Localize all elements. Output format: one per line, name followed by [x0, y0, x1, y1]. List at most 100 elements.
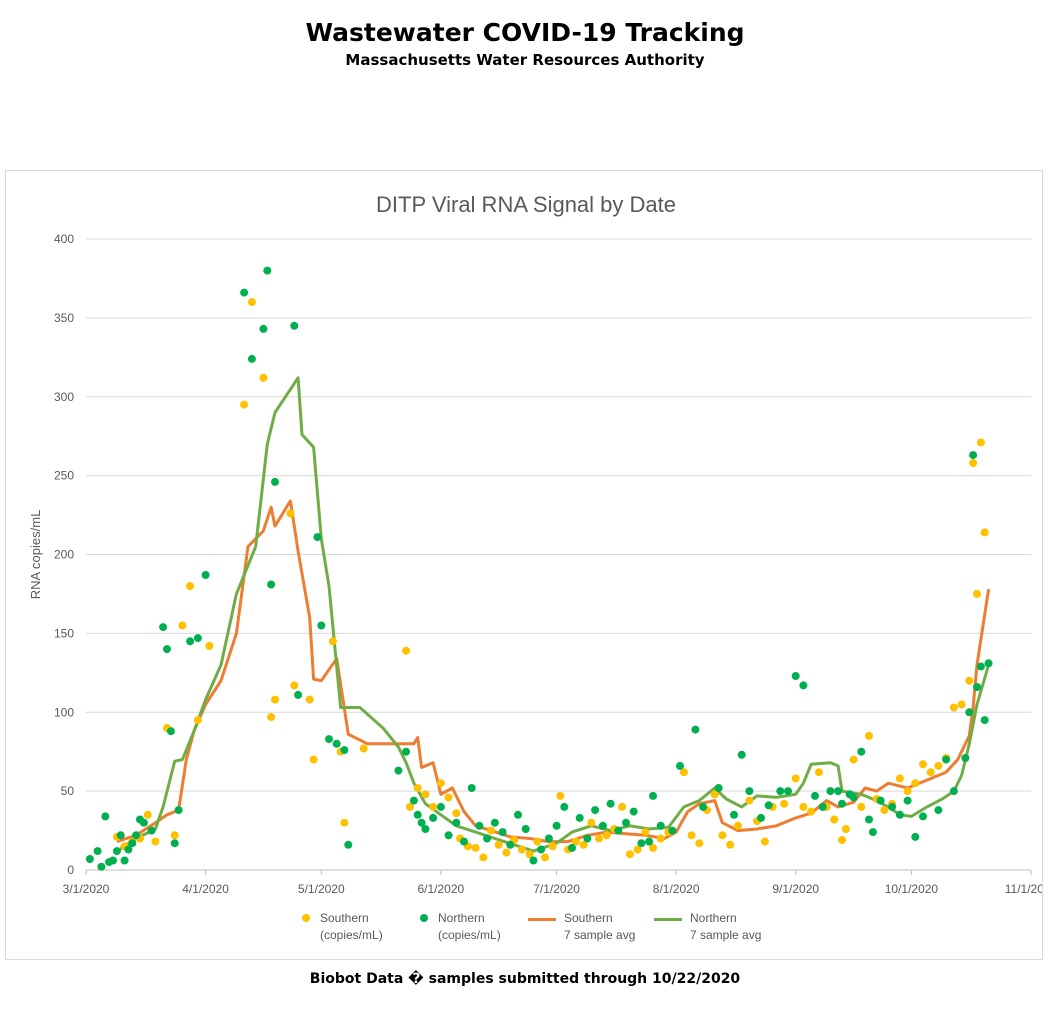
northern-point — [166, 727, 175, 736]
northern-point — [544, 834, 553, 843]
southern-point — [973, 589, 981, 598]
northern-point — [934, 806, 943, 815]
northern-point — [402, 747, 411, 756]
footer-note: Biobot Data � samples submitted through … — [309, 971, 741, 987]
northern-point — [506, 840, 515, 849]
page-title: Wastewater COVID-19 Tracking — [305, 18, 745, 47]
northern-point — [417, 818, 426, 827]
northern-point — [317, 621, 326, 630]
northern-point — [745, 787, 754, 796]
southern-point — [533, 837, 542, 846]
northern-point — [413, 810, 422, 819]
northern-point — [101, 812, 110, 821]
southern-point — [791, 774, 800, 783]
northern-point — [93, 847, 102, 856]
northern-point — [969, 451, 978, 460]
southern-point — [814, 768, 823, 777]
northern-point — [429, 813, 438, 822]
northern-point — [568, 843, 576, 852]
southern-point — [633, 845, 642, 854]
northern-point — [259, 324, 268, 333]
northern-point — [737, 750, 746, 759]
southern-point — [934, 761, 943, 770]
southern-point — [328, 637, 337, 646]
southern-point — [799, 802, 808, 811]
y-tick-label: 400 — [54, 232, 74, 246]
southern-point — [849, 755, 858, 764]
southern-point — [259, 373, 268, 382]
northern-point — [170, 839, 179, 848]
southern-point — [926, 768, 935, 777]
northern-point — [132, 831, 141, 840]
legend-label-northern: Northern (copies/mL) — [438, 911, 501, 942]
northern-point — [876, 796, 885, 805]
southern-point — [695, 839, 704, 848]
southern-point — [186, 582, 195, 591]
northern-point — [271, 477, 279, 486]
northern-avg-line — [116, 376, 991, 853]
southern-point — [595, 834, 603, 843]
northern-point — [776, 787, 785, 796]
southern-point — [517, 845, 526, 854]
northern-point — [120, 856, 129, 865]
southern-point — [151, 837, 160, 846]
southern-point — [487, 826, 495, 835]
southern-point — [402, 646, 411, 655]
northern-point — [490, 818, 499, 827]
northern-point — [147, 826, 156, 835]
southern-point — [359, 744, 368, 753]
northern-point — [976, 662, 985, 671]
x-tick-label: 7/1/2020 — [533, 882, 580, 896]
southern-point — [548, 842, 557, 851]
legend-marker-southern — [302, 914, 310, 922]
northern-point — [849, 793, 858, 802]
northern-point — [112, 847, 121, 856]
y-tick-label: 200 — [54, 548, 74, 562]
northern-point — [591, 806, 600, 815]
southern-point — [587, 818, 596, 827]
northern-point — [240, 288, 249, 297]
southern-point — [271, 695, 279, 704]
southern-point — [309, 755, 318, 764]
southern-point — [413, 784, 422, 792]
northern-point — [247, 354, 256, 363]
northern-point — [868, 828, 877, 837]
northern-point — [85, 855, 94, 863]
southern-point — [452, 809, 461, 818]
southern-point — [710, 790, 719, 799]
northern-point — [606, 799, 615, 808]
southern-point — [656, 834, 665, 843]
northern-point — [629, 807, 638, 816]
southern-point — [760, 837, 769, 846]
southern-point — [193, 716, 202, 725]
northern-point — [757, 813, 765, 822]
southern-point — [949, 703, 958, 712]
y-axis-label: RNA copies/mL — [28, 510, 43, 600]
northern-point — [980, 716, 989, 725]
chart-title: DITP Viral RNA Signal by Date — [376, 192, 676, 217]
northern-point — [421, 825, 430, 833]
northern-point — [109, 856, 117, 865]
southern-point — [976, 438, 985, 447]
southern-point — [625, 850, 634, 859]
southern-point — [421, 790, 430, 799]
northern-point — [290, 321, 299, 330]
southern-point — [733, 821, 742, 830]
northern-point — [116, 831, 125, 840]
southern-point — [494, 840, 503, 849]
legend-label-southern-avg: Southern 7 sample avg — [564, 911, 636, 942]
southern-point — [857, 802, 866, 811]
northern-point — [560, 802, 569, 811]
southern-point — [143, 810, 152, 819]
northern-point — [895, 810, 904, 819]
northern-point — [174, 806, 183, 815]
northern-point — [483, 834, 492, 843]
southern-point — [556, 791, 565, 800]
southern-point — [641, 828, 650, 837]
northern-point — [818, 802, 827, 811]
northern-point — [583, 834, 592, 843]
northern-point — [668, 826, 677, 835]
southern-point — [170, 831, 179, 840]
x-tick-label: 10/1/2020 — [885, 882, 939, 896]
northern-point — [791, 672, 800, 680]
